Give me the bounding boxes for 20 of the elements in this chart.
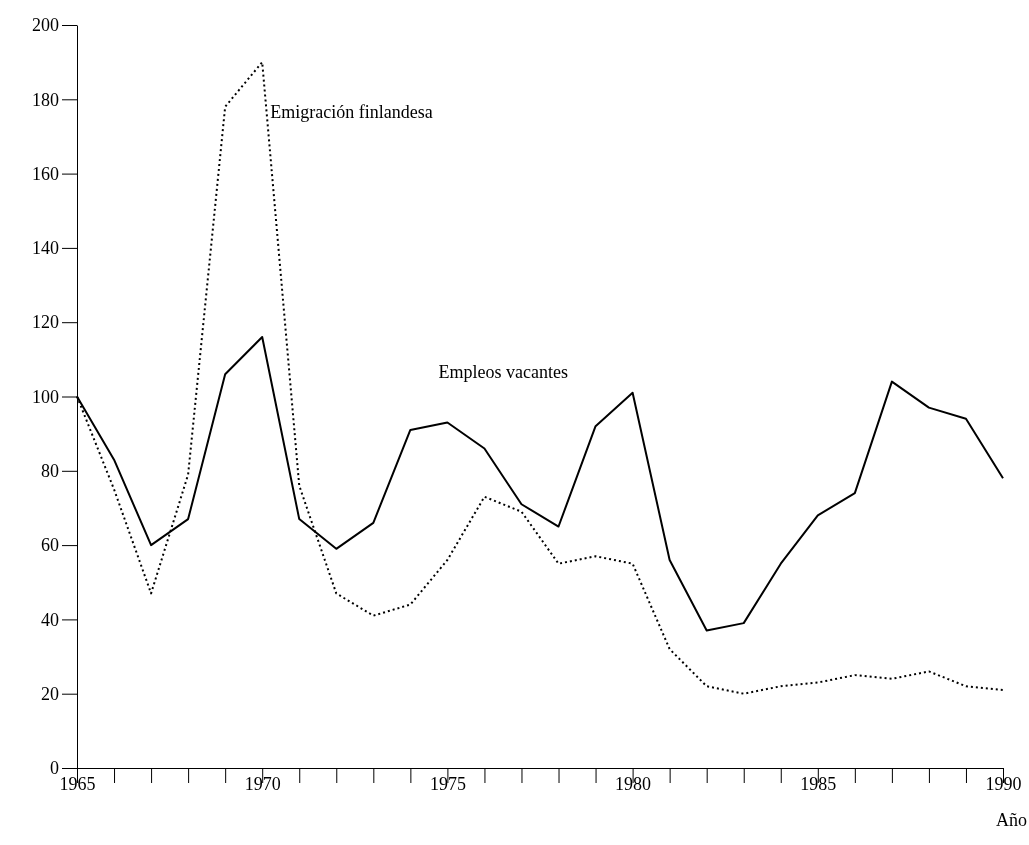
y-tick-label: 160 bbox=[32, 163, 59, 184]
x-tick-label: 1985 bbox=[800, 773, 837, 794]
y-tick-label: 140 bbox=[32, 238, 59, 259]
y-tick-label: 120 bbox=[32, 312, 59, 333]
x-tick-label: 1990 bbox=[985, 773, 1022, 794]
y-tick-label: 20 bbox=[41, 683, 59, 704]
series-label: Emigración finlandesa bbox=[270, 102, 433, 123]
text: Empleos vacantes bbox=[438, 361, 569, 382]
y-tick-label: 100 bbox=[32, 386, 59, 407]
x-axis-title: Año bbox=[996, 810, 1027, 830]
y-tick-label: 80 bbox=[41, 461, 59, 482]
x-tick-label: 1980 bbox=[615, 773, 652, 794]
y-tick-label: 200 bbox=[32, 15, 59, 36]
x-tick-label: 1975 bbox=[429, 773, 466, 794]
x-tick-label: 1965 bbox=[59, 773, 96, 794]
y-tick-label: 40 bbox=[41, 609, 59, 630]
y-tick-label: 0 bbox=[50, 758, 59, 779]
y-tick-label: 60 bbox=[41, 535, 59, 556]
y-tick-label: 180 bbox=[32, 89, 59, 110]
x-tick-label: 1970 bbox=[244, 773, 281, 794]
